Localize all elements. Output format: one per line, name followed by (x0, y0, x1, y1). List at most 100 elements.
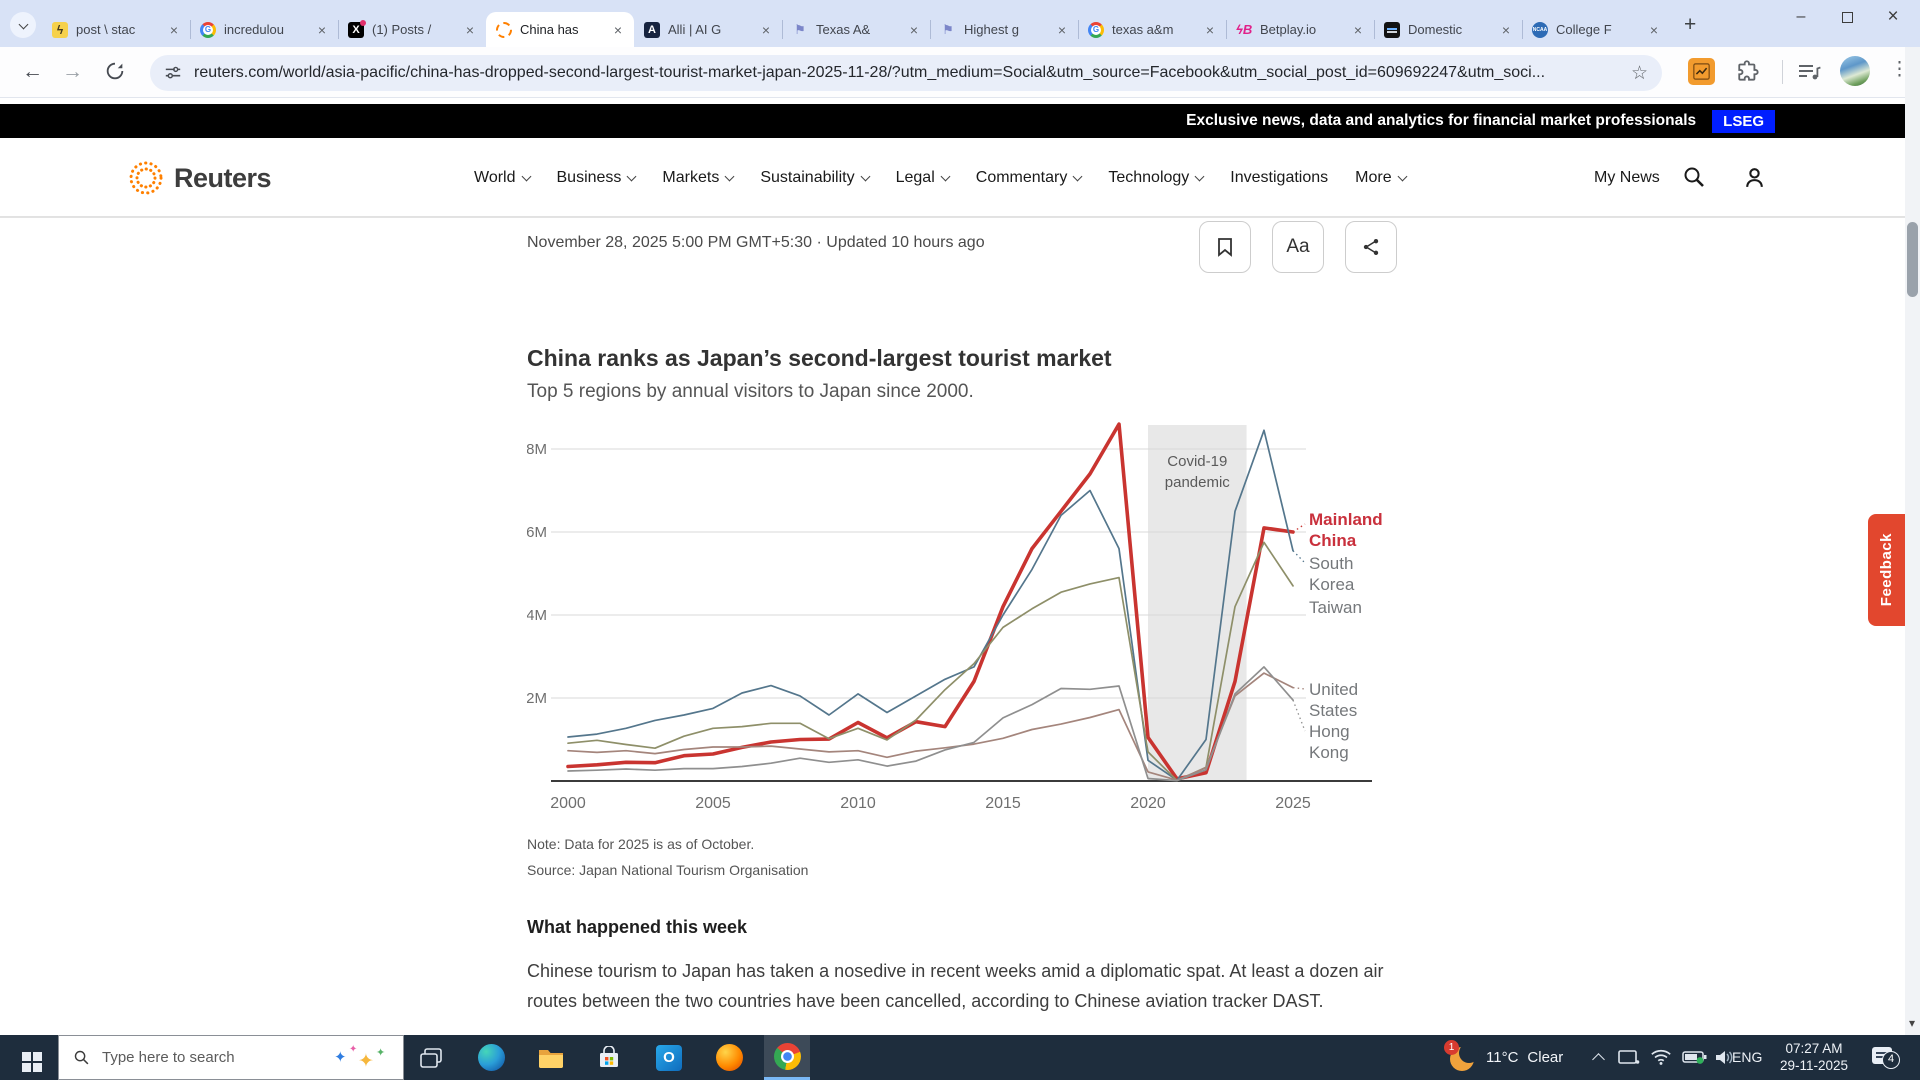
refresh-button[interactable] (104, 60, 126, 89)
chevron-down-icon (1194, 171, 1205, 181)
line-chart: 2M 4M 6M 8M 2000 2005 2010 2015 2020 2025 Covid-19… (526, 421, 1407, 831)
notification-center-button[interactable]: 4 (1872, 1047, 1900, 1069)
weather-button[interactable]: 1 (1444, 1040, 1479, 1074)
taskbar-clock[interactable]: 07:27 AM 29-11-2025 (1768, 1040, 1860, 1074)
nav-item-legal[interactable]: Legal (896, 169, 951, 187)
microsoft-store-button[interactable] (586, 1035, 632, 1080)
browser-tab[interactable]: NCAA College F × (1522, 12, 1670, 47)
account-icon[interactable] (1742, 165, 1767, 195)
bookmark-star-icon[interactable]: ☆ (1630, 62, 1648, 84)
share-button[interactable] (1345, 221, 1397, 273)
reuters-logo[interactable]: Reuters (126, 158, 272, 198)
browser-menu-icon[interactable]: ⋮ (1890, 59, 1909, 80)
file-explorer-icon (539, 1049, 563, 1068)
firefox-button[interactable] (706, 1035, 752, 1080)
scroll-down-icon[interactable]: ▾ (1908, 1016, 1916, 1030)
close-icon[interactable]: × (1205, 21, 1215, 38)
tab-search-button[interactable] (10, 12, 36, 38)
page-scrollbar[interactable]: ▾ (1905, 47, 1920, 1035)
url-text[interactable]: reuters.com/world/asia-pacific/china-has… (194, 64, 1546, 81)
chevron-down-icon (18, 19, 28, 29)
alli-icon: A (644, 21, 660, 38)
close-icon[interactable]: × (613, 21, 623, 38)
nav-item-business[interactable]: Business (557, 169, 637, 187)
minimize-button[interactable]: – (1796, 8, 1806, 25)
save-bookmark-button[interactable] (1199, 221, 1251, 273)
close-icon[interactable]: × (1353, 21, 1363, 38)
tab-title: (1) Posts / (372, 22, 432, 37)
new-tab-button[interactable]: + (1684, 13, 1697, 36)
close-icon[interactable]: × (169, 21, 179, 38)
media-controls-icon[interactable] (1796, 60, 1822, 89)
site-info-icon[interactable] (164, 64, 182, 82)
weather-temp: 11°C (1486, 1049, 1519, 1066)
nav-item-commentary[interactable]: Commentary (976, 169, 1083, 187)
file-explorer-button[interactable] (528, 1035, 574, 1080)
profile-avatar[interactable] (1840, 56, 1870, 86)
section-heading: What happened this week (527, 917, 748, 937)
browser-tab[interactable]: ⚑ Highest g × (930, 12, 1078, 47)
window-close-button[interactable]: × (1887, 6, 1899, 27)
close-icon[interactable]: × (465, 21, 475, 38)
taskbar-search-input[interactable]: Type here to search ✦ ✦ ✦ ✦ (58, 1035, 404, 1080)
browser-tab[interactable]: ϟB Betplay.io × (1226, 12, 1374, 47)
close-icon[interactable]: × (1057, 21, 1067, 38)
bookmark-icon (1218, 238, 1232, 257)
browser-tab[interactable]: ⚑ Texas A& × (782, 12, 930, 47)
browser-tab[interactable]: ϟ post \ stac × (42, 12, 190, 47)
close-icon[interactable]: × (761, 21, 771, 38)
feedback-button[interactable]: Feedback (1868, 514, 1905, 626)
tab-title: post \ stac (76, 22, 136, 37)
browser-tab[interactable]: A Alli | AI G × (634, 12, 782, 47)
browser-tab[interactable]: incredulou × (190, 12, 338, 47)
chrome-button[interactable] (764, 1035, 810, 1080)
extension-icon[interactable] (1688, 58, 1715, 85)
start-button[interactable] (18, 1048, 48, 1078)
close-icon[interactable]: × (1649, 21, 1659, 38)
close-icon[interactable]: × (317, 21, 327, 38)
volume-icon[interactable] (1714, 1049, 1734, 1071)
nav-item-sustainability[interactable]: Sustainability (760, 169, 871, 187)
reuters-logo-icon (129, 161, 163, 195)
chart-title: China ranks as Japan’s second-largest to… (527, 345, 1112, 371)
browser-tab-active[interactable]: China has × (486, 12, 634, 47)
close-icon[interactable]: × (909, 21, 919, 38)
nav-item-investigations[interactable]: Investigations (1230, 168, 1329, 186)
connect-device-icon[interactable] (1618, 1049, 1640, 1072)
chart-note: Note: Data for 2025 is as of October. (527, 836, 755, 852)
nav-item-more[interactable]: More (1355, 169, 1408, 187)
x-icon: X (348, 19, 366, 38)
close-icon[interactable]: × (1501, 21, 1511, 38)
battery-icon[interactable] (1682, 1050, 1708, 1069)
maximize-button[interactable] (1824, 0, 1870, 34)
nav-item-markets[interactable]: Markets (662, 169, 735, 187)
tabs-container: ϟ post \ stac × incredulou × X (1) Posts… (42, 12, 1670, 47)
nav-item-world[interactable]: World (474, 169, 531, 187)
nav-item-technology[interactable]: Technology (1108, 169, 1205, 187)
text-size-button[interactable]: Aa (1272, 221, 1324, 273)
address-bar[interactable]: reuters.com/world/asia-pacific/china-has… (150, 55, 1662, 91)
extensions-puzzle-icon[interactable] (1736, 58, 1762, 89)
back-button[interactable]: ← (22, 60, 43, 83)
legend-hong-kong: Hong Kong (1309, 722, 1350, 762)
outlook-button[interactable]: O (646, 1035, 692, 1080)
weather-summary[interactable]: 11°C Clear (1486, 1035, 1563, 1080)
browser-tab[interactable]: texas a&m × (1078, 12, 1226, 47)
search-icon[interactable] (1682, 165, 1706, 194)
tray-expand-icon[interactable] (1592, 1053, 1605, 1066)
edge-taskbar-button[interactable] (468, 1035, 514, 1080)
scrollbar-thumb[interactable] (1907, 222, 1918, 297)
chrome-icon (773, 1042, 801, 1070)
task-view-button[interactable] (408, 1035, 454, 1080)
browser-tab[interactable]: X (1) Posts / × (338, 12, 486, 47)
my-news-link[interactable]: My News (1594, 169, 1660, 186)
wifi-icon[interactable] (1650, 1048, 1672, 1071)
lseg-badge[interactable]: LSEG (1712, 109, 1775, 133)
svg-text:8M: 8M (527, 441, 547, 458)
browser-tab[interactable]: Domestic × (1374, 12, 1522, 47)
forward-button[interactable]: → (62, 60, 83, 83)
svg-text:2015: 2015 (985, 795, 1021, 812)
language-indicator[interactable]: ENG (1732, 1049, 1763, 1065)
weather-badge: 1 (1444, 1040, 1459, 1055)
svg-text:2010: 2010 (840, 795, 876, 812)
